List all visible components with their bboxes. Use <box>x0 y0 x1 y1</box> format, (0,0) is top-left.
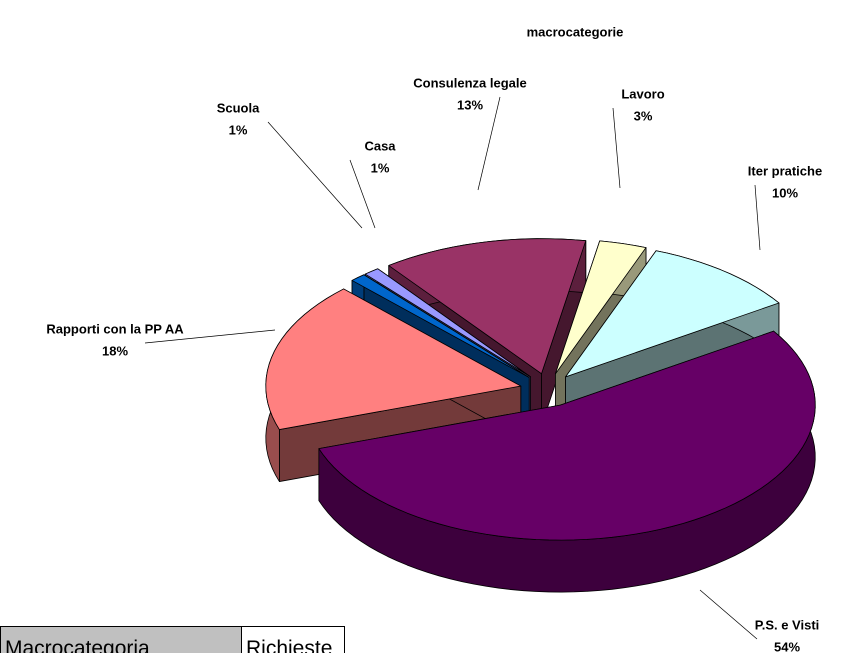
slice-label: Rapporti con la PP AA <box>46 321 184 336</box>
table-header-cell: Richieste <box>241 626 345 653</box>
slice <box>565 250 780 378</box>
slice-value-label: 10% <box>772 185 798 200</box>
slice-label: Lavoro <box>621 86 664 101</box>
slice-label: Casa <box>364 138 396 153</box>
slice <box>351 274 530 378</box>
slice <box>318 330 816 541</box>
slice-label: Consulenza legale <box>413 75 526 90</box>
slice-label: P.S. e Visti <box>755 617 820 632</box>
leader-line <box>349 159 376 229</box>
slice-value-label: 1% <box>371 160 390 175</box>
slice-value-label: 54% <box>774 639 800 653</box>
leader-line <box>612 107 621 189</box>
slice <box>388 238 587 375</box>
leader-line <box>477 96 501 191</box>
table-header-cell: Macrocategoria <box>0 626 242 653</box>
leader-line <box>267 121 363 229</box>
chart-title: macrocategorie <box>527 24 624 39</box>
slice-value-label: 18% <box>102 343 128 358</box>
slice-label: Iter pratiche <box>748 163 822 178</box>
slice-value-label: 13% <box>457 97 483 112</box>
slice-value-label: 3% <box>634 108 653 123</box>
slice <box>364 268 531 378</box>
slice-value-label: 1% <box>229 122 248 137</box>
slice-label: Scuola <box>217 100 260 115</box>
leader-line <box>699 589 758 640</box>
slice <box>555 240 647 375</box>
leader-line <box>754 184 761 251</box>
slice <box>265 288 522 430</box>
leader-line <box>144 329 276 344</box>
